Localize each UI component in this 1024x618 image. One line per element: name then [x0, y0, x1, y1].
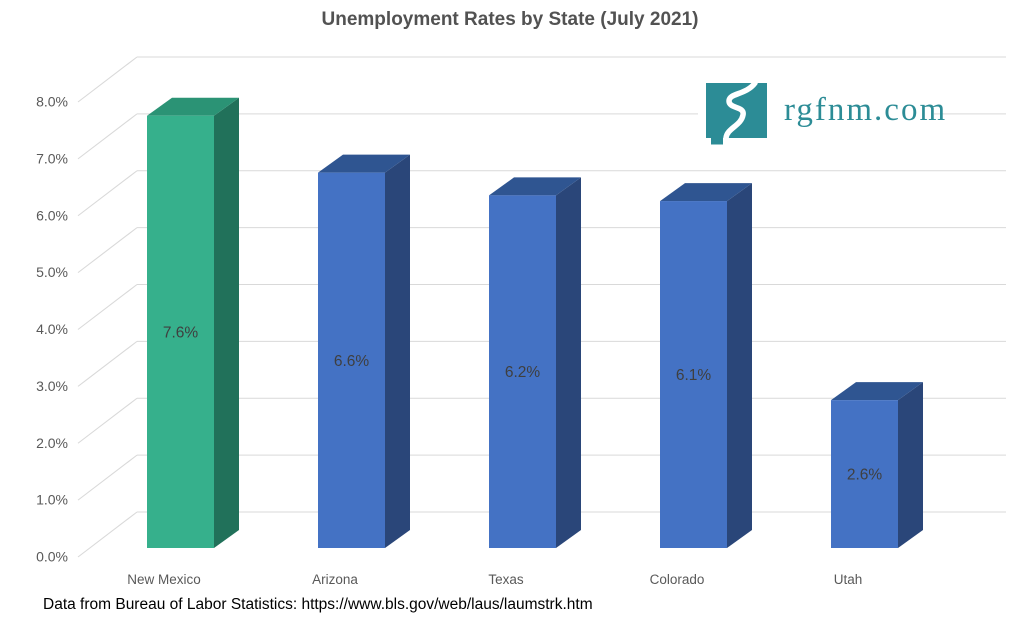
bar-texas-top	[489, 177, 581, 196]
y-axis-tick-label: 3.0%	[36, 378, 68, 394]
gridline-depth	[77, 511, 138, 558]
bar-value-label: 7.6%	[163, 324, 199, 341]
x-axis-label-arizona: Arizona	[312, 572, 358, 587]
y-axis-tick-label: 2.0%	[36, 435, 68, 451]
gridline-depth	[77, 397, 138, 444]
bar-colorado-top	[660, 183, 752, 202]
y-axis-tick-label: 0.0%	[36, 549, 68, 565]
bar-value-label: 6.2%	[505, 364, 541, 381]
y-axis-tick-label: 1.0%	[36, 492, 68, 508]
bar-texas-side	[556, 177, 581, 548]
bar-texas	[489, 195, 556, 548]
new-mexico-icon	[706, 83, 767, 145]
bar-new-mexico-top	[147, 97, 239, 116]
x-axis-label-texas: Texas	[488, 572, 524, 587]
river-icon	[723, 80, 758, 141]
y-axis-tick-label: 8.0%	[36, 94, 68, 110]
y-axis-tick-label: 6.0%	[36, 207, 68, 223]
bar-arizona-top	[318, 154, 410, 173]
gridline-depth	[77, 454, 138, 501]
gridline-depth	[77, 170, 138, 217]
bar-utah	[831, 400, 898, 548]
bar-arizona	[318, 172, 385, 548]
bar-value-label: 6.1%	[676, 367, 712, 384]
bar-utah-side	[898, 382, 923, 548]
gridline-depth	[77, 113, 138, 160]
x-axis-label-new-mexico: New Mexico	[127, 572, 201, 587]
bar-new-mexico	[147, 115, 214, 548]
bar-arizona-side	[385, 154, 410, 548]
gridline-depth	[77, 56, 138, 103]
y-axis-tick-label: 7.0%	[36, 150, 68, 166]
x-axis-label-utah: Utah	[834, 572, 863, 587]
plot-area: 0.0% 1.0% 2.0% 3.0% 4.0% 5.0% 6.0% 7.0% 8.0% 7.6%…	[36, 56, 1006, 587]
bar-value-label: 2.6%	[847, 467, 883, 484]
chart-title: Unemployment Rates by State (July 2021)	[322, 9, 699, 30]
rgfnm-logo: rgfnm.com	[698, 62, 947, 146]
logo-text: rgfnm.com	[784, 92, 947, 128]
gridline-depth	[77, 284, 138, 330]
y-axis-tick-label: 5.0%	[36, 264, 68, 280]
gridline-depth	[77, 227, 138, 274]
source-note: Data from Bureau of Labor Statistics: ht…	[43, 596, 593, 613]
y-axis-tick-label: 4.0%	[36, 321, 68, 337]
x-axis-label-colorado: Colorado	[650, 572, 705, 587]
bar-utah-top	[831, 382, 923, 401]
bar-colorado	[660, 201, 727, 548]
bar-colorado-side	[727, 183, 752, 548]
bar-value-label: 6.6%	[334, 353, 370, 370]
bar-new-mexico-side	[214, 97, 239, 548]
gridline-depth	[77, 340, 138, 387]
